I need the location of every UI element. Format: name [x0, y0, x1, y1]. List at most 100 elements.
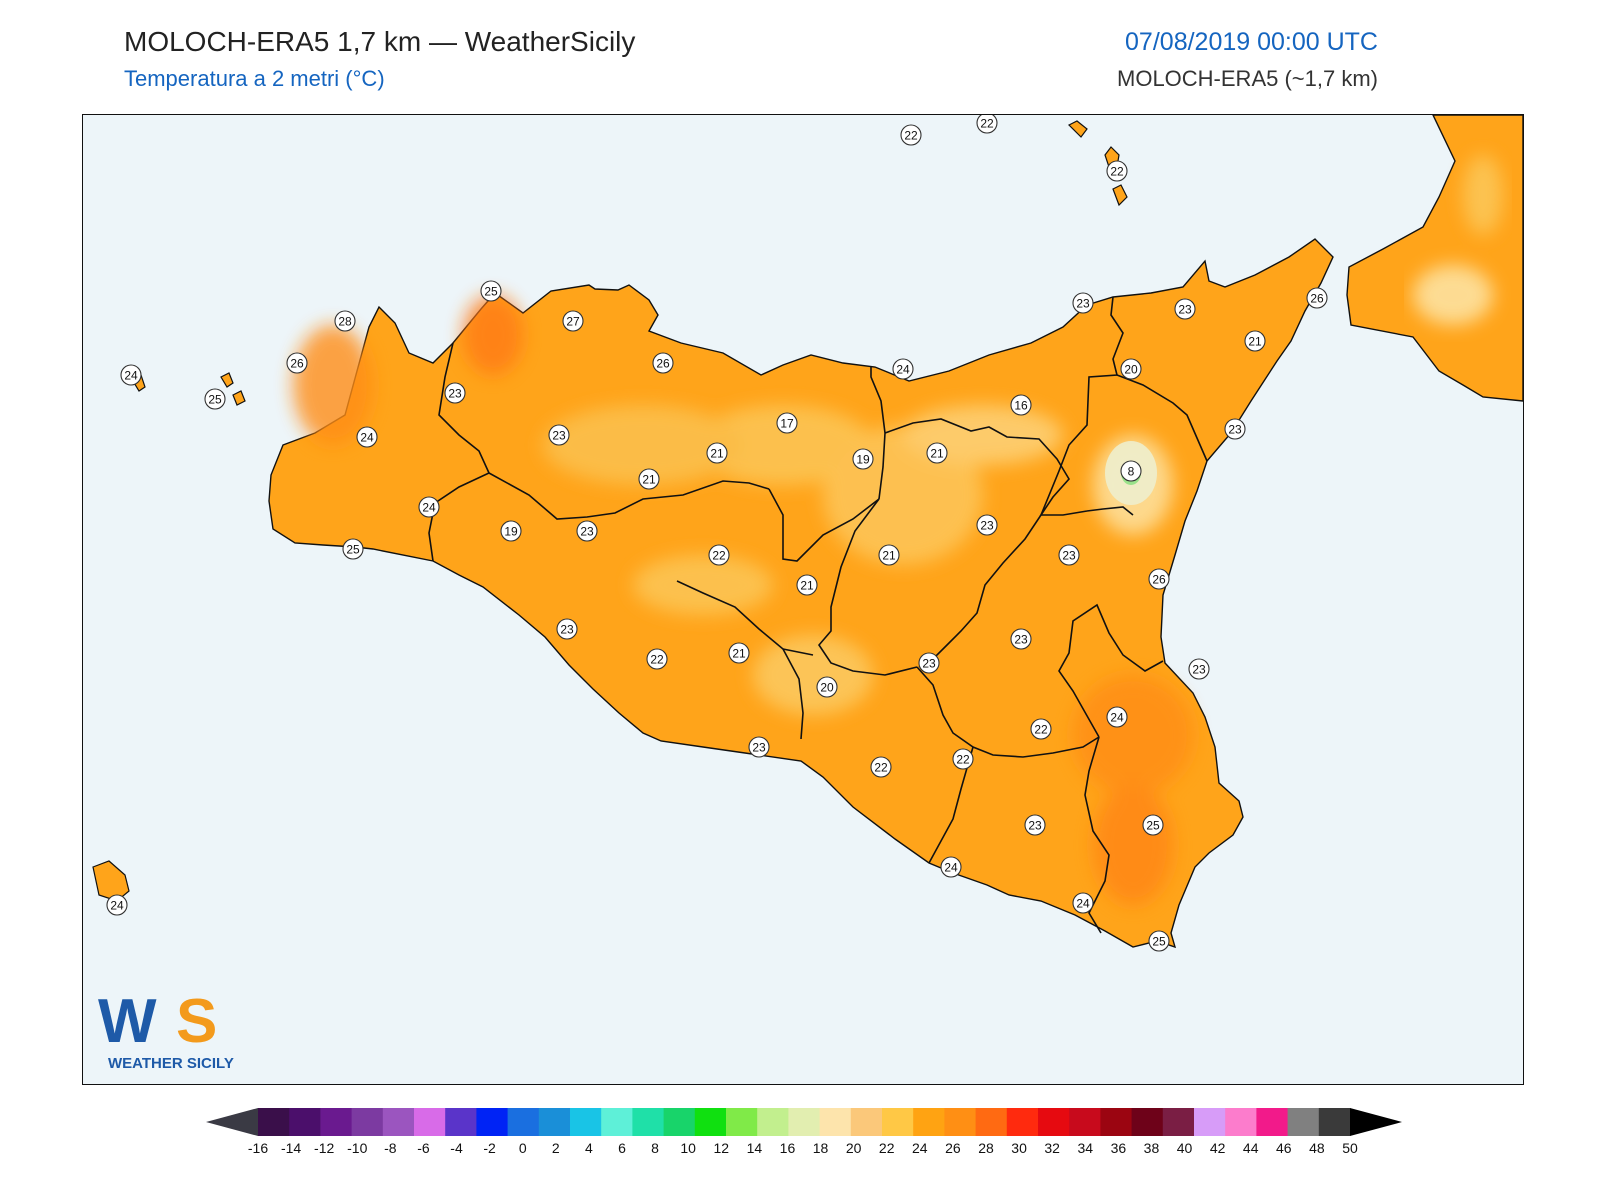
- colorbar-tick-label: -4: [450, 1140, 463, 1156]
- colorbar-tick-label: 24: [912, 1140, 928, 1156]
- station-marker: 22: [900, 124, 922, 146]
- colorbar-cell: [351, 1108, 384, 1136]
- station-marker: 16: [1010, 394, 1032, 416]
- station-value: 23: [1014, 633, 1028, 647]
- colorbar-tick-label: -2: [483, 1140, 496, 1156]
- station-circle: [1106, 160, 1128, 182]
- station-circle: [444, 382, 466, 404]
- station-circle: [500, 520, 522, 542]
- weathersicily-logo: W S WEATHER SICILY: [96, 980, 256, 1072]
- station-value: 22: [956, 753, 970, 767]
- station-marker: 19: [852, 448, 874, 470]
- station-value: 23: [922, 657, 936, 671]
- colorbar-cell: [819, 1108, 852, 1136]
- colorbar-tick-label: -16: [247, 1140, 269, 1156]
- colorbar-min-arrow: [206, 1108, 258, 1136]
- station-value: 20: [820, 681, 834, 695]
- station-circle: [1030, 718, 1052, 740]
- colorbar-tick-label: 28: [978, 1140, 994, 1156]
- colorbar-tick-label: 38: [1143, 1140, 1160, 1156]
- colorbar-max-arrow: [1350, 1108, 1402, 1136]
- station-circle: [816, 676, 838, 698]
- station-marker: 23: [1010, 628, 1032, 650]
- station-value: 26: [1152, 573, 1166, 587]
- station-marker: 25: [1142, 814, 1164, 836]
- station-marker: 26: [1306, 287, 1328, 309]
- egadi-islands: [220, 372, 246, 406]
- temperature-map: 22 22 22 26 23 23 21 25 27 28 26 24 25 23 26 24 20 16 23 24…: [82, 114, 1524, 1085]
- station-value: 23: [1178, 303, 1192, 317]
- station-value: 23: [1228, 423, 1242, 437]
- station-marker: 24: [120, 364, 142, 386]
- colorbar-tick-label: -6: [417, 1140, 430, 1156]
- station-value: 27: [566, 315, 580, 329]
- colorbar-cell: [663, 1108, 696, 1136]
- colorbar-tick-label: 30: [1011, 1140, 1027, 1156]
- colorbar-cell: [1100, 1108, 1133, 1136]
- colorbar-tick-label: 16: [779, 1140, 796, 1156]
- station-circle: [334, 310, 356, 332]
- station-marker: 23: [444, 382, 466, 404]
- colorbar-cell: [726, 1108, 758, 1136]
- station-marker: 23: [1188, 658, 1210, 680]
- station-circle: [1244, 330, 1266, 352]
- station-circle: [1306, 287, 1328, 309]
- station-value: 23: [1028, 819, 1042, 833]
- colorbar-tick-label: 10: [680, 1140, 696, 1156]
- station-circle: [1148, 568, 1170, 590]
- station-circle: [706, 442, 728, 464]
- station-value: 22: [904, 129, 918, 143]
- colorbar-cell: [944, 1108, 977, 1136]
- station-circle: [952, 748, 974, 770]
- station-value: 24: [944, 861, 958, 875]
- colorbar-tick-label: -12: [314, 1140, 335, 1156]
- station-marker: 22: [952, 748, 974, 770]
- station-value: 23: [1062, 549, 1076, 563]
- colorbar-cell: [476, 1108, 509, 1136]
- station-marker: 21: [926, 442, 948, 464]
- station-value: 21: [710, 447, 724, 461]
- small-islands: [92, 120, 1128, 902]
- colorbar-cell: [601, 1108, 633, 1136]
- station-circle: [918, 652, 940, 674]
- colorbar-tick-label: 42: [1209, 1140, 1226, 1156]
- station-circle: [940, 856, 962, 878]
- station-markers: 22 22 22 26 23 23 21 25 27 28 26 24 25 23 26 24 20 16 23 24…: [106, 115, 1328, 952]
- station-marker: 22: [708, 544, 730, 566]
- colorbar-tick-label: 44: [1242, 1140, 1259, 1156]
- station-circle: [776, 412, 798, 434]
- station-circle: [1010, 628, 1032, 650]
- colorbar-cell: [1006, 1108, 1039, 1136]
- station-marker: 24: [1106, 706, 1128, 728]
- station-value: 25: [346, 543, 360, 557]
- valid-datetime: 07/08/2019 00:00 UTC: [1125, 28, 1378, 56]
- station-marker: 23: [1058, 544, 1080, 566]
- station-circle: [562, 310, 584, 332]
- colorbar-tick-label: 40: [1176, 1140, 1193, 1156]
- station-marker: 23: [548, 424, 570, 446]
- colorbar-cell: [258, 1108, 290, 1136]
- station-circle: [892, 358, 914, 380]
- station-marker: 25: [1148, 930, 1170, 952]
- colorbar-cell: [788, 1108, 821, 1136]
- station-value: 22: [874, 761, 888, 775]
- station-value: 23: [552, 429, 566, 443]
- station-circle: [1106, 706, 1128, 728]
- station-circle: [870, 756, 892, 778]
- station-circle: [652, 352, 674, 374]
- station-value: 24: [360, 431, 374, 445]
- station-value: 22: [712, 549, 726, 563]
- svg-text:S: S: [176, 987, 217, 1056]
- station-circle: [852, 448, 874, 470]
- colorbar-tick-label: 14: [746, 1140, 763, 1156]
- station-circle: [708, 544, 730, 566]
- logo-graphic: W S WEATHER SICILY: [98, 987, 234, 1072]
- station-value: 17: [780, 417, 794, 431]
- station-marker: 26: [652, 352, 674, 374]
- svg-text:W: W: [98, 987, 157, 1056]
- colorbar-tick-label: 2: [551, 1140, 560, 1156]
- station-marker: 28: [334, 310, 356, 332]
- colorbar-cell: [1194, 1108, 1226, 1136]
- colorbar-tick-label: 18: [812, 1140, 829, 1156]
- colorbar-tick-label: 22: [878, 1140, 895, 1156]
